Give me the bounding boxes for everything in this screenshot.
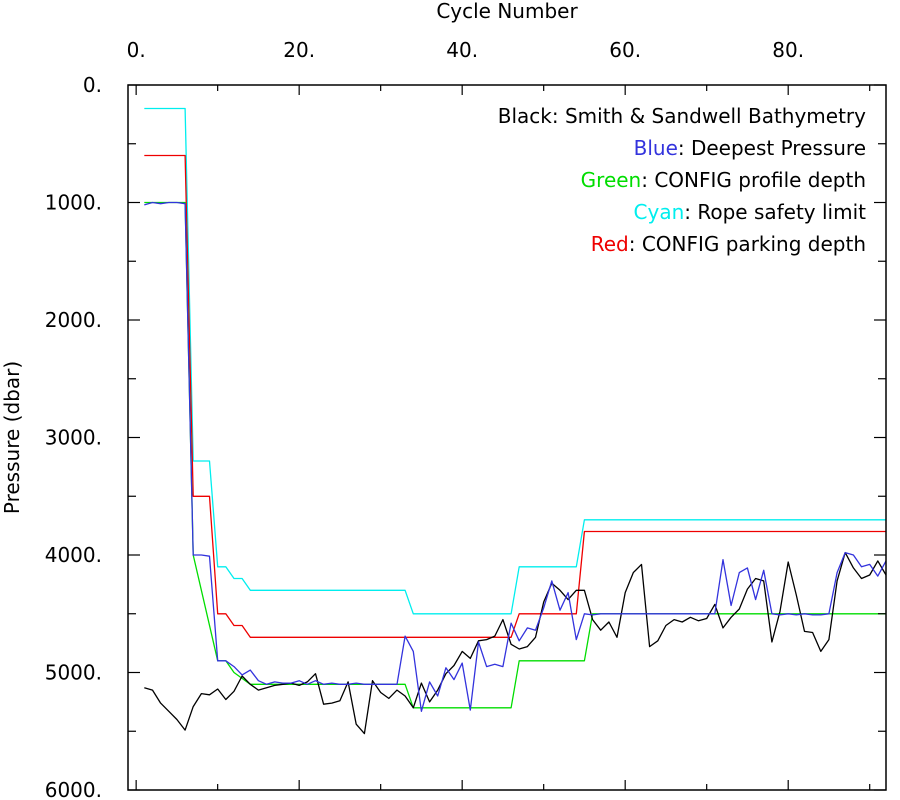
x-tick-label: 20. [283, 38, 315, 62]
legend-description: : Deepest Pressure [678, 136, 866, 160]
legend-entry: Green: CONFIG profile depth [581, 168, 866, 192]
legend-description: : Rope safety limit [684, 200, 866, 224]
series-line-rope-safety-limit [144, 107, 886, 615]
series-line-parking-depth [144, 154, 886, 638]
legend-description: : Smith & Sandwell Bathymetry [552, 104, 866, 128]
legend-color-word: Black [498, 104, 553, 128]
y-tick-label: 6000. [45, 778, 102, 800]
x-tick-label: 40. [446, 38, 478, 62]
legend-entry: Blue: Deepest Pressure [634, 136, 866, 160]
legend-color-word: Blue [634, 136, 678, 160]
y-tick-label: 1000. [45, 191, 102, 215]
x-tick-label: 0. [127, 38, 146, 62]
legend-description: : CONFIG parking depth [629, 232, 866, 256]
series-layer [144, 107, 887, 735]
y-tick-label: 2000. [45, 308, 102, 332]
y-tick-label: 5000. [45, 661, 102, 685]
legend-entry: Cyan: Rope safety limit [634, 200, 867, 224]
x-axis-title: Cycle Number [436, 0, 578, 23]
x-tick-label: 60. [609, 38, 641, 62]
legend-entry: Red: CONFIG parking depth [591, 232, 866, 256]
legend-color-word: Cyan [634, 200, 685, 224]
legend-color-word: Green [581, 168, 642, 192]
series-line-deepest-pressure [144, 201, 887, 712]
y-tick-label: 3000. [45, 426, 102, 450]
legend-description: : CONFIG profile depth [641, 168, 866, 192]
x-tick-label: 80. [772, 38, 804, 62]
y-axis-title: Pressure (dbar) [0, 361, 24, 514]
y-tick-label: 0. [83, 73, 102, 97]
axes-layer: 0. 20. 40. 60. 80. 0. 1000. 2000. 3000. 4000. 5000… [45, 38, 886, 800]
y-tick-label: 4000. [45, 543, 102, 567]
legend-entry: Black: Smith & Sandwell Bathymetry [498, 104, 866, 128]
legend-color-word: Red [591, 232, 629, 256]
series-line-bathymetry [144, 551, 887, 735]
legend: Black: Smith & Sandwell BathymetryBlue: … [498, 104, 866, 256]
